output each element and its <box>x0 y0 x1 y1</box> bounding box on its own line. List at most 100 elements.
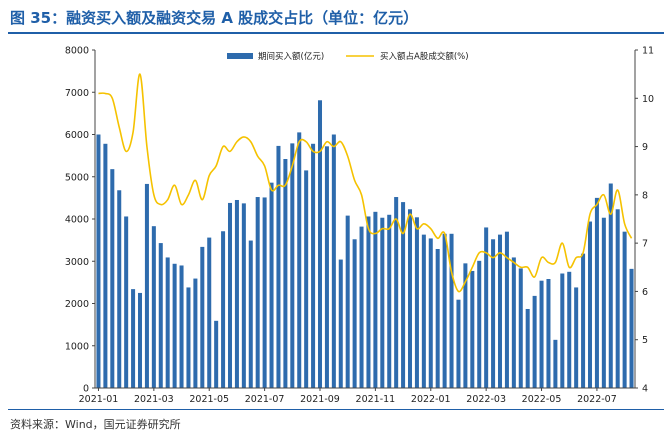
bar <box>283 159 288 388</box>
bar <box>338 259 343 388</box>
y-left-tick-label: 2000 <box>65 299 89 310</box>
bar <box>297 132 302 388</box>
bar <box>124 216 129 388</box>
bar <box>387 214 392 388</box>
y-left-tick-label: 6000 <box>65 130 89 141</box>
bar <box>262 197 267 388</box>
bar <box>311 143 316 388</box>
bar <box>463 263 468 388</box>
bar <box>546 279 551 388</box>
bar <box>165 257 170 388</box>
bar <box>331 134 336 388</box>
y-left-tick-label: 3000 <box>65 257 89 268</box>
y-left-tick-label: 8000 <box>65 46 89 57</box>
bar <box>207 237 212 388</box>
y-left-tick-label: 0 <box>83 384 89 395</box>
y-left-tick-label: 1000 <box>65 341 89 352</box>
bar <box>539 280 544 388</box>
bar <box>511 257 516 388</box>
bar <box>518 268 523 388</box>
y-right-tick-label: 11 <box>642 46 654 57</box>
bar <box>179 265 184 388</box>
bar <box>525 308 530 388</box>
bar <box>290 143 295 388</box>
bar <box>144 183 149 388</box>
bar <box>567 271 572 388</box>
x-tick-label: 2022-07 <box>577 394 617 405</box>
bar <box>117 190 122 388</box>
bar <box>158 243 163 388</box>
x-tick-label: 2021-01 <box>79 394 119 405</box>
bar <box>407 209 413 388</box>
bar <box>234 199 239 388</box>
bar <box>269 182 274 388</box>
bar <box>574 287 579 388</box>
bar <box>241 203 246 388</box>
title-underline <box>8 32 664 34</box>
bar <box>497 234 503 388</box>
bar <box>304 170 309 388</box>
legend-line-label: 买入额占A股成交额(%) <box>380 51 469 62</box>
bar <box>255 197 260 388</box>
bar <box>193 278 198 388</box>
bar <box>504 231 509 388</box>
x-tick-label: 2021-05 <box>189 394 229 405</box>
y-left-tick-label: 5000 <box>65 172 89 183</box>
y-right-tick-label: 7 <box>642 239 648 250</box>
x-tick-label: 2022-01 <box>411 394 451 405</box>
bar <box>110 169 115 388</box>
y-right-tick-label: 8 <box>642 190 648 201</box>
legend-bar-label: 期间买入额(亿元) <box>258 51 324 62</box>
bar <box>200 246 205 388</box>
y-right-tick-label: 4 <box>642 384 648 395</box>
bar <box>594 197 599 389</box>
bar <box>491 239 496 388</box>
bar <box>186 287 191 388</box>
bar <box>380 217 385 388</box>
bar <box>484 227 489 388</box>
y-right-tick-label: 9 <box>642 142 648 153</box>
x-tick-label: 2022-05 <box>522 394 562 405</box>
bar <box>359 226 364 388</box>
bar <box>345 215 350 388</box>
bar <box>373 211 378 388</box>
bar <box>532 295 537 388</box>
bar <box>96 134 101 388</box>
bar <box>477 260 482 388</box>
y-left-tick-label: 7000 <box>65 88 89 99</box>
x-tick-label: 2021-11 <box>356 394 396 405</box>
chart-title: 图 35：融资买入额及融资交易 A 股成交占比（单位：亿元） <box>10 9 419 27</box>
y-right-tick-label: 6 <box>642 287 648 298</box>
y-right-tick-label: 10 <box>642 94 654 105</box>
bar <box>366 216 371 388</box>
bar <box>428 238 433 388</box>
x-tick-label: 2021-03 <box>134 394 174 405</box>
bar <box>601 217 606 388</box>
bar <box>172 263 177 388</box>
y-left-tick-label: 4000 <box>65 215 89 226</box>
bar <box>553 339 558 388</box>
bar <box>470 270 475 388</box>
bar <box>587 221 593 388</box>
bar <box>421 234 426 388</box>
bar <box>608 183 613 388</box>
bar <box>227 202 233 388</box>
bar <box>248 240 253 388</box>
bar <box>103 143 108 388</box>
bar <box>394 197 399 388</box>
bar <box>414 217 419 388</box>
bar <box>456 299 461 388</box>
bar <box>435 249 440 388</box>
bar <box>276 145 281 388</box>
x-tick-label: 2021-09 <box>300 394 340 405</box>
bar <box>560 273 565 388</box>
source-note: 资料来源：Wind，国元证券研究所 <box>10 418 181 431</box>
x-tick-label: 2021-07 <box>245 394 285 405</box>
bar <box>324 146 329 388</box>
bar <box>401 202 406 388</box>
bar <box>629 268 634 388</box>
source-rule <box>8 409 664 410</box>
bar <box>137 292 143 388</box>
ratio-line <box>98 73 633 293</box>
